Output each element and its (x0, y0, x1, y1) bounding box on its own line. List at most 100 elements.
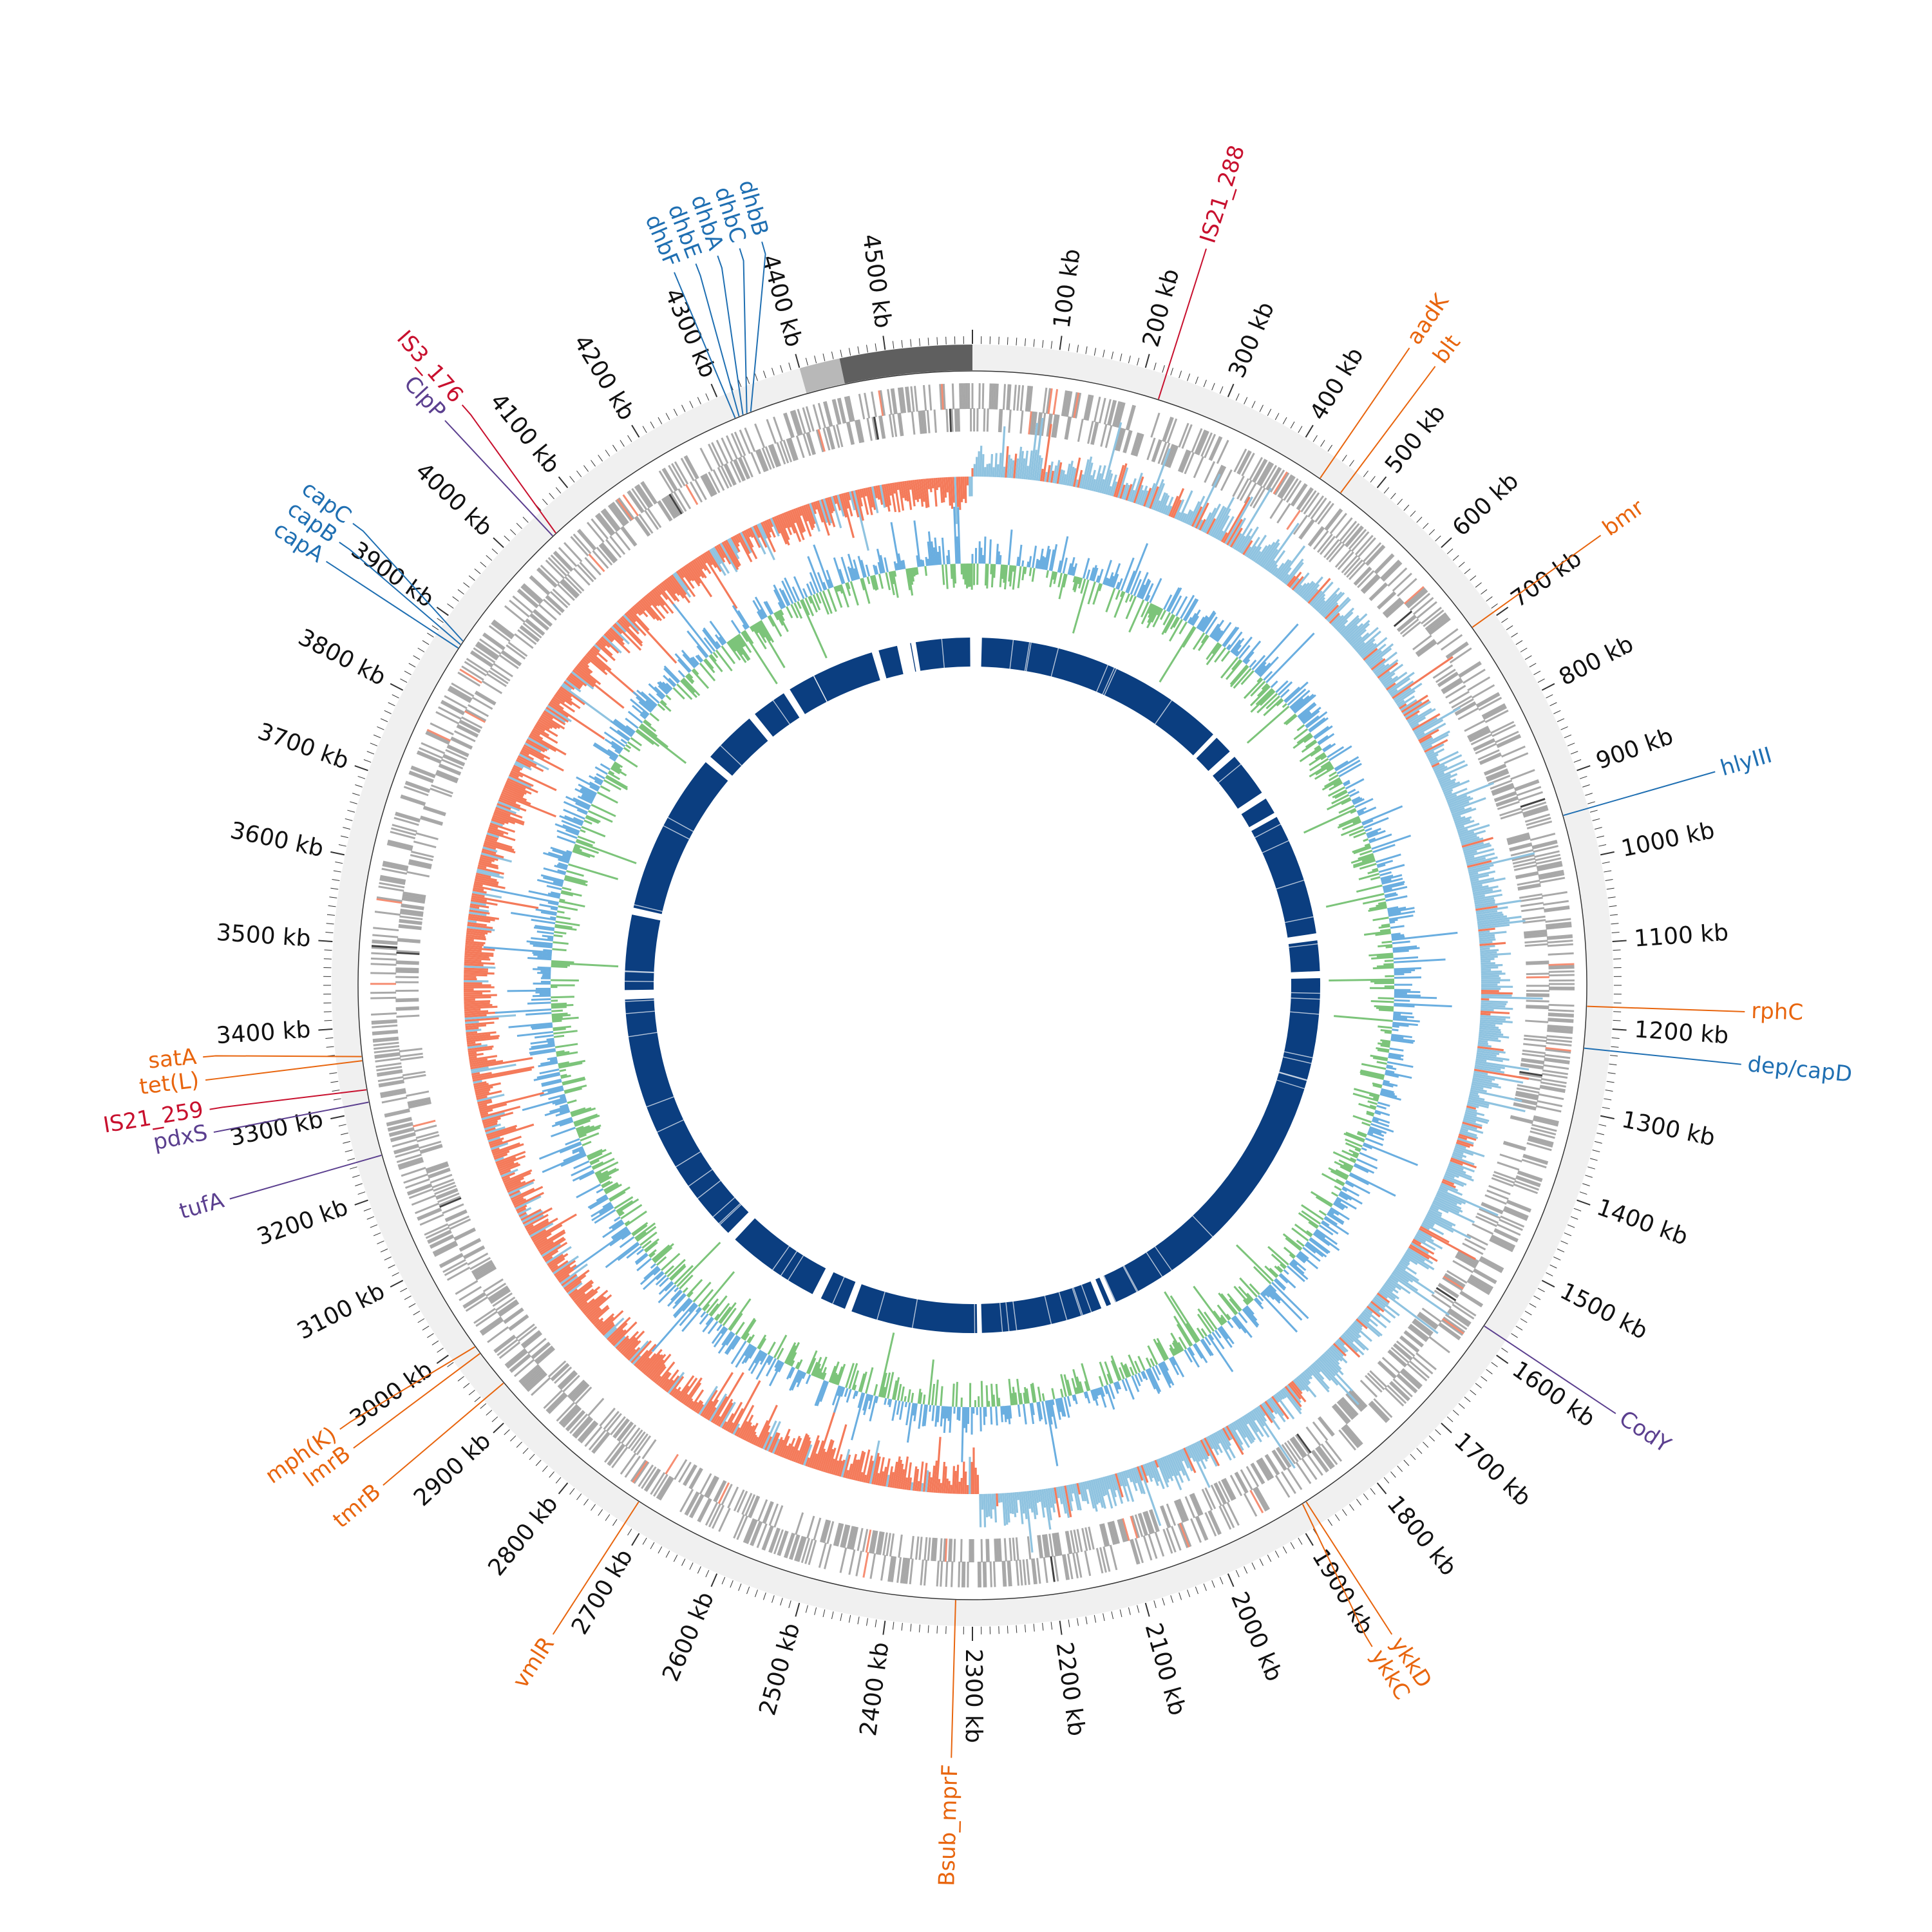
gc-content-bin (558, 900, 585, 908)
gc-content-bin (846, 1388, 852, 1403)
gc-content-bin (1392, 949, 1409, 953)
major-tick (1305, 1533, 1314, 1546)
gc-skew-bin (483, 844, 497, 850)
gc-skew-bin (540, 715, 560, 729)
minor-tick (1203, 1583, 1207, 1591)
cds-feature (1103, 1546, 1111, 1572)
gc-content-bin (639, 714, 647, 720)
cds-feature (475, 1267, 497, 1281)
cds-feature (1369, 1370, 1388, 1388)
cds-feature (1318, 1445, 1335, 1468)
gc-content-bin (566, 869, 584, 877)
gc-content-bin (625, 1210, 647, 1227)
gc-skew-bin (1462, 842, 1484, 850)
minor-tick (1605, 1090, 1613, 1092)
gc-skew-bin (964, 477, 967, 504)
gc-content-bin (1166, 587, 1180, 612)
cds-feature (1177, 1523, 1189, 1548)
gc-content-bin (1392, 1025, 1399, 1028)
gc-content-bin (1318, 1224, 1334, 1236)
gc-skew-bin (478, 862, 499, 870)
gc-content-bin (658, 685, 668, 695)
cds-feature (1098, 397, 1106, 424)
gc-skew-bin (1416, 1231, 1434, 1242)
cds-feature (487, 1326, 509, 1343)
minor-tick (1327, 444, 1332, 452)
minor-tick (333, 870, 341, 873)
cds-feature (878, 415, 884, 439)
gc-content-bin (1352, 1153, 1359, 1157)
gc-skew-bin (1464, 1113, 1490, 1122)
gc-content-bin (837, 1363, 846, 1386)
gc-content-bin (636, 1226, 657, 1242)
gc-skew-bin (717, 1402, 734, 1427)
minor-tick (373, 734, 381, 739)
gc-content-bin (917, 1388, 922, 1404)
gc-skew-bin (1383, 676, 1399, 687)
cds-feature (1381, 561, 1401, 581)
gc-skew-bin (1423, 1220, 1434, 1227)
gc-skew-bin (1245, 1413, 1259, 1433)
cds-feature (661, 498, 676, 519)
gc-skew-bin (1431, 762, 1440, 768)
cds-feature (1475, 692, 1500, 706)
minor-tick (363, 759, 372, 763)
gc-content-bin (547, 901, 559, 906)
cds-feature (444, 1262, 468, 1276)
cds-feature (982, 1561, 985, 1587)
gc-skew-bin (1407, 1247, 1434, 1265)
gc-skew-bin (1459, 1130, 1477, 1137)
gc-skew-bin (962, 1461, 965, 1494)
gc-skew-bin (1481, 996, 1543, 1000)
cds-feature (748, 1495, 759, 1518)
gc-content-bin (1098, 1376, 1104, 1387)
cds-feature (1196, 1515, 1209, 1540)
gc-content-bin (1370, 1054, 1388, 1060)
cds-feature (857, 1528, 864, 1551)
cds-feature (1540, 1081, 1566, 1088)
cds-feature (1289, 1438, 1305, 1459)
gc-content-bin (589, 781, 601, 789)
gc-skew-bin (1461, 837, 1494, 848)
gc-content-bin (630, 737, 643, 746)
gc-skew-bin (902, 1456, 909, 1490)
gc-skew-bin (1466, 856, 1498, 866)
cds-feature (611, 502, 628, 525)
gc-content-bin (1359, 1072, 1384, 1080)
gc-skew-bin (1265, 522, 1300, 571)
minor-tick (918, 338, 920, 346)
gc-content-bin (1292, 1258, 1307, 1271)
gc-content-bin (555, 920, 580, 927)
gc-skew-bin (1278, 545, 1306, 580)
tick-label: 900 kb (1593, 723, 1676, 775)
gc-skew-bin (545, 1245, 572, 1264)
gc-content-bin (1186, 1347, 1200, 1368)
gc-skew-bin (472, 891, 502, 899)
gc-content-bin (1055, 1398, 1061, 1420)
gc-skew-bin (1330, 1345, 1348, 1364)
gc-content-bin (672, 1294, 687, 1309)
cds-feature (490, 1289, 511, 1304)
gc-skew-bin (1475, 910, 1498, 915)
gc-content-bin (612, 762, 621, 769)
gc-content-bin (598, 1175, 610, 1182)
gc-skew-bin (1188, 1444, 1211, 1488)
gc-skew-bin (1198, 1440, 1209, 1459)
gc-content-bin (1005, 1405, 1009, 1419)
minor-tick (1423, 1441, 1429, 1448)
gc-skew-bin (1114, 1473, 1124, 1498)
cds-feature (489, 667, 511, 682)
cds-feature (804, 1539, 814, 1564)
gc-skew-bin (495, 806, 523, 819)
gc-skew-bin (725, 539, 741, 567)
cds-feature (1401, 1369, 1422, 1388)
minor-tick (1501, 618, 1508, 623)
gc-content-bin (1323, 777, 1341, 788)
gc-content-bin (852, 1390, 857, 1399)
gc-content-bin (1172, 1340, 1181, 1353)
gc-skew-bin (1252, 1408, 1265, 1427)
minor-tick (1195, 1586, 1198, 1595)
tick-label: 1200 kb (1633, 1016, 1729, 1049)
gc-content-bin (531, 1024, 553, 1028)
gc-content-bin (553, 1030, 578, 1035)
